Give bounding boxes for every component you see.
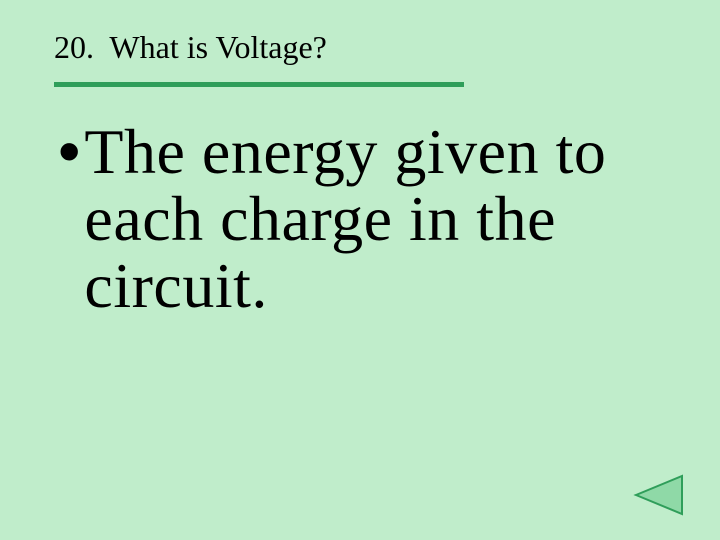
back-button[interactable]	[632, 474, 684, 516]
slide: 20. What is Voltage? • The energy given …	[0, 0, 720, 540]
triangle-left-icon	[632, 474, 684, 516]
slide-title: 20. What is Voltage?	[54, 28, 666, 80]
title-number: 20.	[54, 29, 94, 65]
title-question: What is Voltage?	[109, 29, 326, 65]
bullet-item: • The energy given to each charge in the…	[54, 118, 666, 320]
bullet-marker: •	[58, 118, 80, 185]
title-underline	[54, 82, 464, 87]
bullet-text: The energy given to each charge in the c…	[84, 118, 666, 320]
title-area: 20. What is Voltage?	[54, 28, 666, 87]
body-area: • The energy given to each charge in the…	[54, 118, 666, 320]
